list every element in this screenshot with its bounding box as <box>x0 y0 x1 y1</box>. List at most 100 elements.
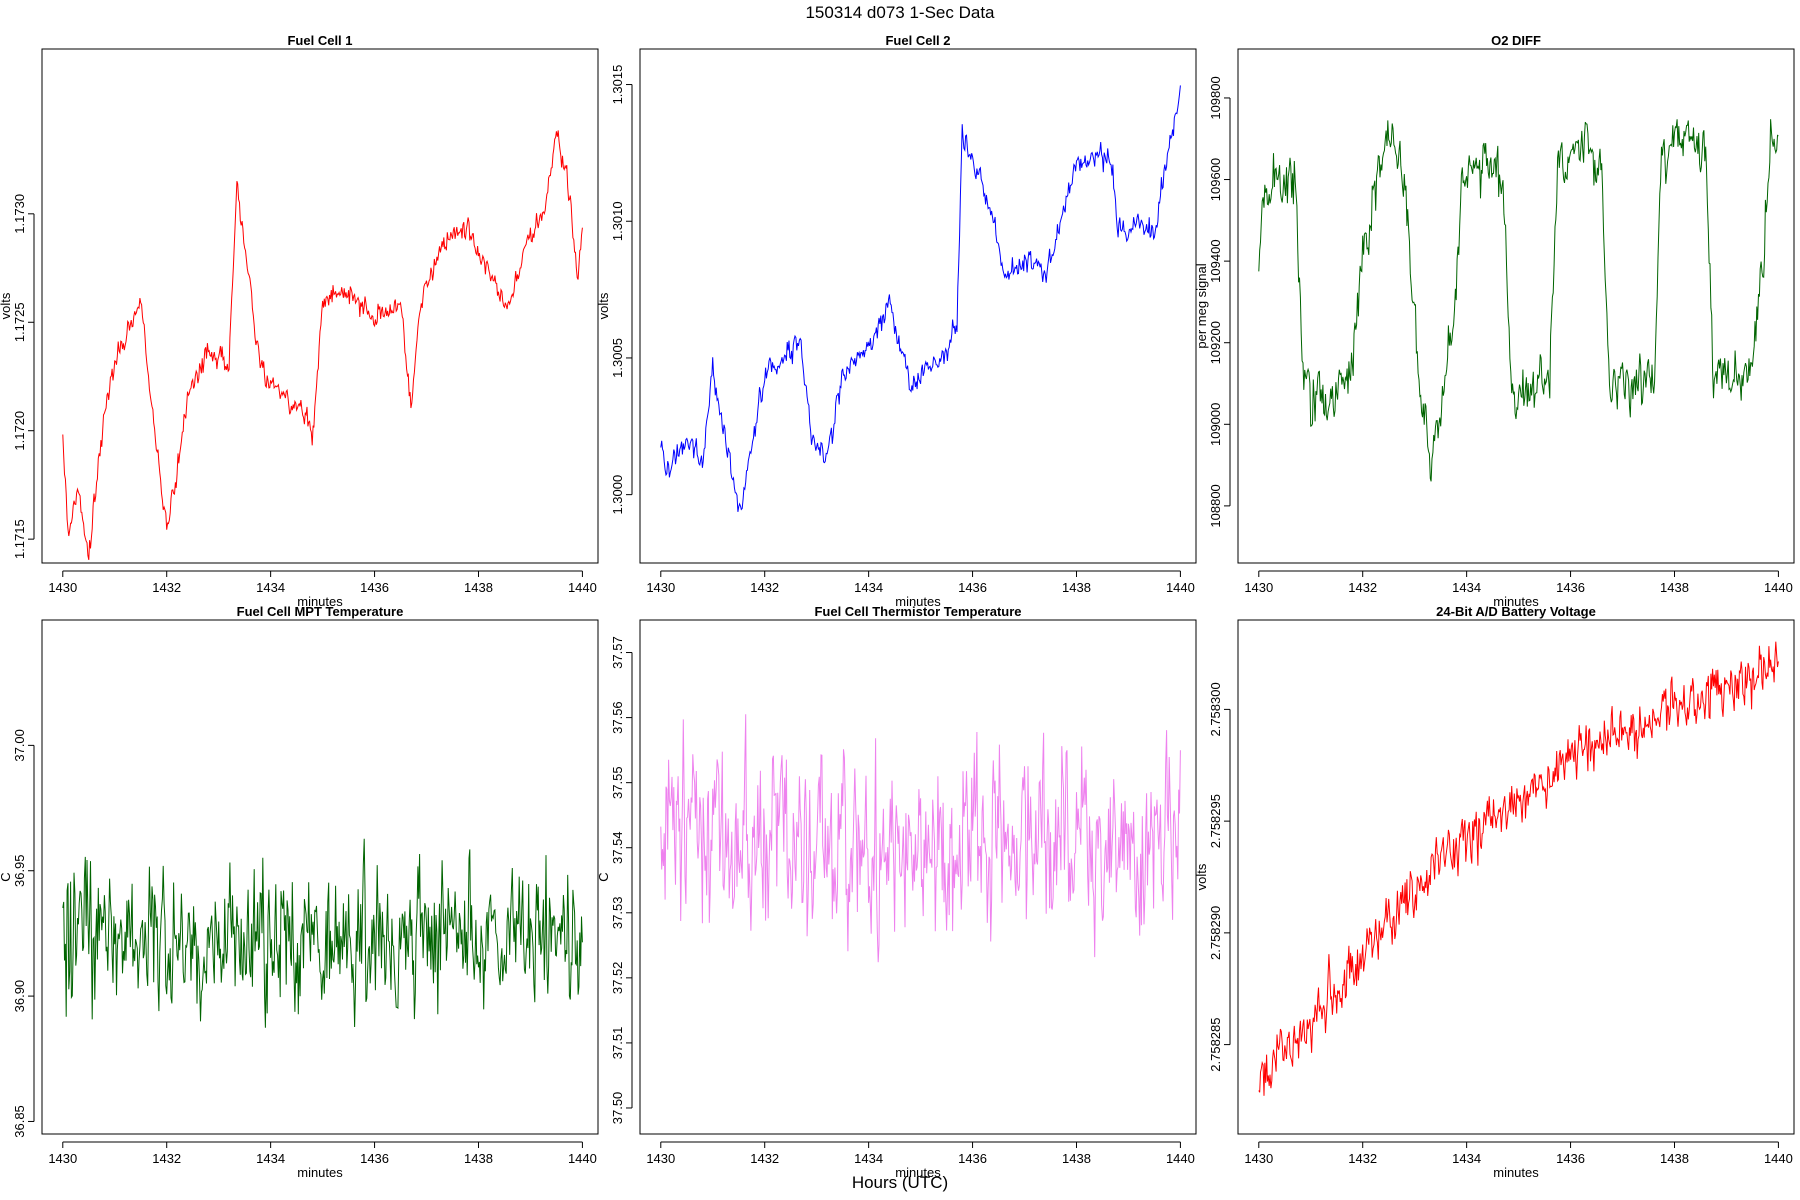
x-tick-label: 1438 <box>1062 580 1091 595</box>
x-tick-label: 1438 <box>1660 580 1689 595</box>
x-tick-label: 1434 <box>1452 1151 1481 1166</box>
x-tick-label: 1432 <box>1348 1151 1377 1166</box>
x-tick-label: 1434 <box>1452 580 1481 595</box>
y-tick-label: 37.52 <box>610 962 625 995</box>
figure-title: 150314 d073 1-Sec Data <box>805 3 995 22</box>
x-tick-label: 1438 <box>1660 1151 1689 1166</box>
x-tick-label: 1430 <box>646 1151 675 1166</box>
series-line <box>1258 119 1779 482</box>
y-tick-label: 109600 <box>1208 158 1223 201</box>
figure-xlabel: Hours (UTC) <box>852 1173 948 1192</box>
y-tick-label: 109800 <box>1208 76 1223 119</box>
plot-frame <box>639 48 1197 564</box>
y-tick-label: 1.3005 <box>610 338 625 378</box>
panel-title: Fuel Cell Thermistor Temperature <box>814 604 1021 619</box>
y-tick-label: 37.53 <box>610 897 625 930</box>
chart-panel: Fuel Cell MPT Temperature 1430 1432 1434 143… <box>0 604 599 1180</box>
y-tick-label: 1.3000 <box>610 475 625 515</box>
x-tick-label: 1434 <box>854 580 883 595</box>
panel-title: Fuel Cell 1 <box>287 33 352 48</box>
chart-panel: O2 DIFF 1430 1432 1434 1436 1438 1440 minutes 10… <box>1194 33 1795 609</box>
x-tick-label: 1436 <box>958 580 987 595</box>
x-tick-label: 1440 <box>568 580 597 595</box>
y-axis-label: C <box>596 872 611 881</box>
y-axis-label: volts <box>0 292 13 319</box>
y-tick-label: 37.56 <box>610 701 625 734</box>
series-line <box>62 838 583 1028</box>
x-tick-label: 1430 <box>646 580 675 595</box>
y-tick-label: 2.758295 <box>1208 794 1223 848</box>
chart-panel: 24-Bit A/D Battery Voltage 1430 1432 1434 14… <box>1194 604 1795 1180</box>
series-line <box>660 714 1181 963</box>
x-tick-label: 1436 <box>360 580 389 595</box>
y-tick-label: 37.00 <box>12 729 27 762</box>
y-tick-label: 1.1730 <box>12 194 27 234</box>
x-axis-label: minutes <box>1493 594 1539 609</box>
plot-frame <box>1237 48 1795 564</box>
x-tick-label: 1436 <box>360 1151 389 1166</box>
panel-title: 24-Bit A/D Battery Voltage <box>1436 604 1596 619</box>
y-tick-label: 2.758290 <box>1208 906 1223 960</box>
x-tick-label: 1440 <box>1166 1151 1195 1166</box>
y-tick-label: 37.54 <box>610 831 625 864</box>
y-tick-label: 109000 <box>1208 403 1223 446</box>
y-tick-label: 109400 <box>1208 239 1223 282</box>
y-tick-label: 109200 <box>1208 321 1223 364</box>
series-line <box>1258 641 1779 1096</box>
x-tick-label: 1432 <box>750 580 779 595</box>
y-tick-label: 36.95 <box>12 854 27 887</box>
chart-panel: Fuel Cell Thermistor Temperature 1430 1432… <box>596 604 1197 1180</box>
x-tick-label: 1430 <box>1244 1151 1273 1166</box>
chart-panel: Fuel Cell 2 1430 1432 1434 1436 1438 1440 minut… <box>596 33 1197 609</box>
y-axis-label: volts <box>1194 863 1209 890</box>
x-tick-label: 1436 <box>958 1151 987 1166</box>
x-axis-label: minutes <box>297 1165 343 1180</box>
x-axis-label: minutes <box>297 594 343 609</box>
x-tick-label: 1432 <box>1348 580 1377 595</box>
y-tick-label: 37.57 <box>610 636 625 669</box>
x-tick-label: 1440 <box>1166 580 1195 595</box>
x-tick-label: 1432 <box>152 1151 181 1166</box>
x-axis-label: minutes <box>895 594 941 609</box>
panel-title: Fuel Cell MPT Temperature <box>237 604 404 619</box>
y-tick-label: 1.3010 <box>610 201 625 241</box>
plot-frame <box>41 48 599 564</box>
y-tick-label: 108800 <box>1208 484 1223 527</box>
plot-frame <box>1237 619 1795 1135</box>
x-tick-label: 1440 <box>1764 1151 1793 1166</box>
x-tick-label: 1438 <box>464 580 493 595</box>
y-tick-label: 1.1715 <box>12 519 27 559</box>
plot-frame <box>639 619 1197 1135</box>
y-tick-label: 36.85 <box>12 1105 27 1138</box>
y-tick-label: 1.3015 <box>610 65 625 105</box>
series-line <box>660 85 1181 512</box>
y-tick-label: 2.758300 <box>1208 682 1223 736</box>
x-tick-label: 1430 <box>1244 580 1273 595</box>
y-axis-label: per meg signal <box>1194 263 1209 348</box>
x-tick-label: 1436 <box>1556 580 1585 595</box>
panel-title: Fuel Cell 2 <box>885 33 950 48</box>
x-tick-label: 1430 <box>48 1151 77 1166</box>
y-tick-label: 1.1720 <box>12 411 27 451</box>
y-tick-label: 1.1725 <box>12 302 27 342</box>
x-tick-label: 1440 <box>1764 580 1793 595</box>
x-tick-label: 1434 <box>854 1151 883 1166</box>
x-tick-label: 1438 <box>464 1151 493 1166</box>
y-tick-label: 37.55 <box>610 766 625 799</box>
plot-frame <box>41 619 599 1135</box>
panels: Fuel Cell 1 1430 1432 1434 1436 1438 1440 minut… <box>0 33 1795 1180</box>
panel-title: O2 DIFF <box>1491 33 1541 48</box>
y-axis-label: volts <box>596 292 611 319</box>
x-tick-label: 1430 <box>48 580 77 595</box>
x-axis-label: minutes <box>895 1165 941 1180</box>
x-tick-label: 1436 <box>1556 1151 1585 1166</box>
x-tick-label: 1432 <box>152 580 181 595</box>
y-axis-label: C <box>0 872 13 881</box>
chart-panel: Fuel Cell 1 1430 1432 1434 1436 1438 1440 minut… <box>0 33 599 609</box>
x-tick-label: 1440 <box>568 1151 597 1166</box>
y-tick-label: 37.50 <box>610 1092 625 1125</box>
y-tick-label: 36.90 <box>12 980 27 1013</box>
y-tick-label: 37.51 <box>610 1027 625 1060</box>
x-tick-label: 1432 <box>750 1151 779 1166</box>
